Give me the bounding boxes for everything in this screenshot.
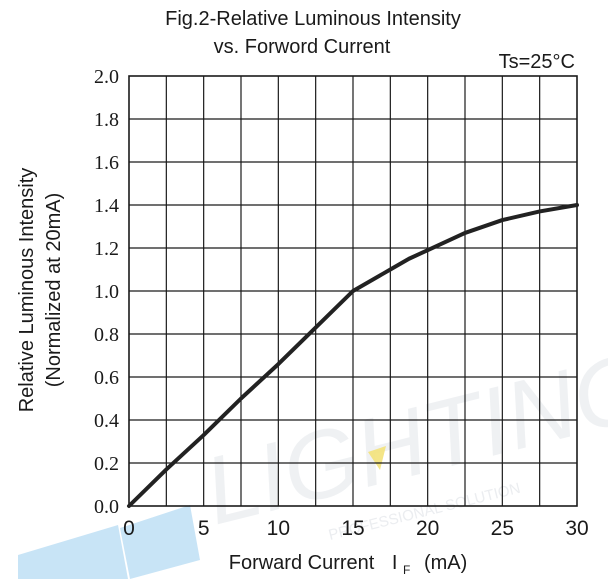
watermark-accent: [368, 446, 386, 470]
condition-label: Ts=25°C: [499, 51, 575, 73]
x-tick-label: 0: [123, 517, 135, 540]
x-tick-label: 5: [198, 517, 210, 540]
x-axis-label-subscript: F: [403, 563, 410, 577]
y-axis-label: Relative Luminous Intensity: [16, 168, 38, 413]
x-tick-label: 30: [565, 517, 588, 540]
x-tick-labels: 0 5 10 15 20 25 30: [123, 517, 589, 540]
y-tick-label: 0.2: [94, 453, 119, 475]
y-tick-label: 1.8: [94, 109, 119, 131]
y-tick-label: 0.0: [94, 496, 119, 518]
x-tick-label: 10: [267, 517, 290, 540]
y-tick-label: 2.0: [94, 66, 119, 88]
y-tick-labels: 0.0 0.2 0.4 0.6 0.8 1.0 1.2 1.4 1.6 1.8 2.0: [94, 66, 119, 518]
series-line: [127, 203, 579, 508]
y-tick-label: 1.6: [94, 152, 119, 174]
x-tick-label: 15: [341, 517, 364, 540]
chart-subtitle: vs. Forword Current: [214, 36, 391, 58]
watermark-logo: [18, 505, 200, 579]
svg-text:Forward Current I: Forward Current I F (mA): [229, 552, 468, 579]
y-axis-label-secondary: (Normalized at 20mA): [43, 193, 65, 388]
x-axis-label-unit: (mA): [424, 552, 467, 574]
x-tick-label: 25: [491, 517, 514, 540]
y-tick-label: 0.8: [94, 324, 119, 346]
y-tick-label: 0.6: [94, 367, 119, 389]
y-tick-label: 1.0: [94, 281, 119, 303]
y-tick-label: 0.4: [94, 410, 119, 432]
chart-grid: [129, 76, 577, 506]
plot-frame: [128, 75, 578, 507]
x-axis-label-text: Forward Current: [229, 552, 375, 574]
x-tick-label: 20: [416, 517, 439, 540]
x-axis-label-symbol: I: [392, 552, 398, 574]
x-axis-label: Forward Current I F (mA): [229, 552, 468, 579]
y-tick-label: 1.4: [94, 195, 119, 217]
y-tick-label: 1.2: [94, 238, 119, 260]
chart-title: Fig.2-Relative Luminous Intensity: [165, 8, 461, 30]
